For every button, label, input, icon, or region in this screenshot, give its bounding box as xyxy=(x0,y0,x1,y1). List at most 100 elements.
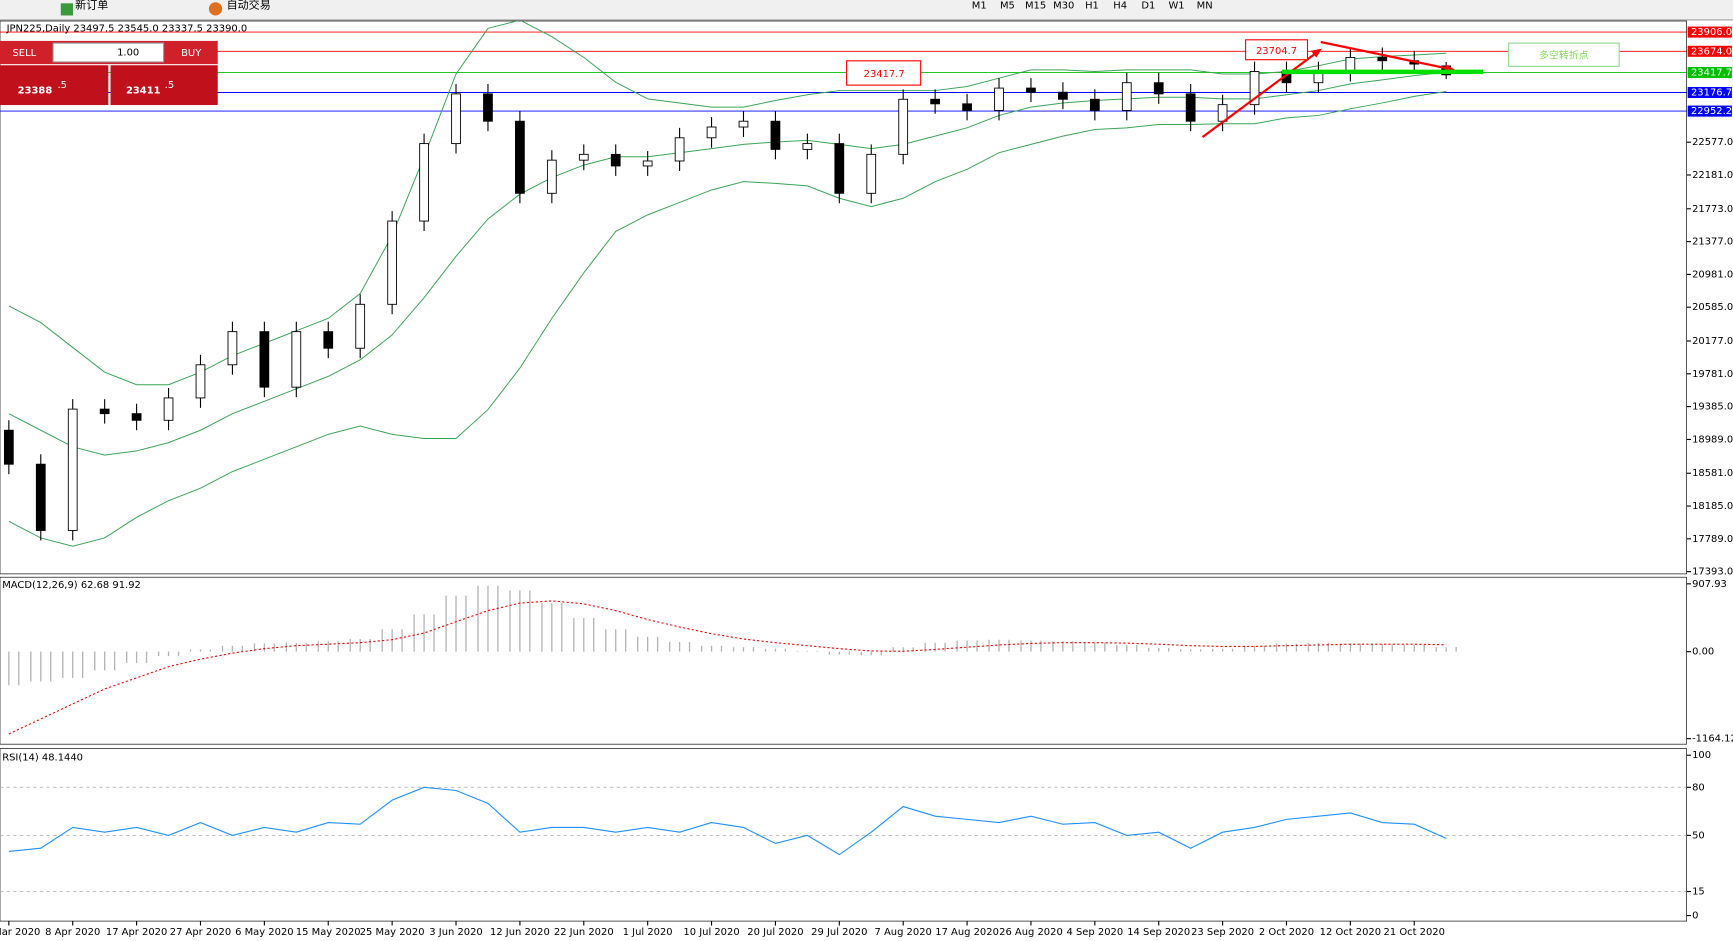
candle-body xyxy=(1058,91,1068,100)
timeframe-button[interactable]: M30 xyxy=(1053,1,1074,12)
price-level-tag xyxy=(1687,105,1732,117)
candle-body xyxy=(930,98,940,105)
y-tick-label: 20981.0 xyxy=(1692,269,1733,280)
candle-body xyxy=(770,120,781,150)
y-tick-label: 0.00 xyxy=(1692,647,1714,658)
rsi-panel xyxy=(0,748,1687,922)
new-order-button[interactable]: 新订单 xyxy=(75,0,108,12)
bid-price[interactable]: 23388 xyxy=(18,86,53,97)
arrow-head xyxy=(1310,48,1322,58)
price-level-label: 23176.7 xyxy=(1691,87,1732,98)
chart-title: JPN225,Daily 23497.5 23545.0 23337.5 233… xyxy=(6,24,248,35)
timeframe-button[interactable]: MN xyxy=(1197,1,1213,12)
candle-body xyxy=(1153,82,1164,95)
rsi-title: RSI(14) 48.1440 xyxy=(2,752,83,763)
candle-body xyxy=(35,463,46,531)
candle-body xyxy=(1345,56,1356,72)
candle-body xyxy=(67,408,78,531)
timeframe-button[interactable]: H4 xyxy=(1113,1,1127,12)
price-level-label: 22952.2 xyxy=(1691,106,1732,117)
y-tick-label: 0 xyxy=(1692,911,1698,922)
price-level-tag xyxy=(1687,67,1732,79)
candle-body xyxy=(578,153,589,161)
price-level-tag xyxy=(1687,45,1732,57)
sell-button[interactable]: SELL xyxy=(12,48,36,59)
new-order-icon[interactable] xyxy=(60,3,73,16)
x-tick-label: 30 Mar 2020 xyxy=(0,927,40,938)
candle-body xyxy=(802,143,813,150)
candle-body xyxy=(1121,82,1132,111)
annotation-box xyxy=(1508,42,1620,67)
ask-price[interactable]: 23411 xyxy=(126,86,161,97)
candle-body xyxy=(131,413,142,421)
ask-fraction[interactable]: .5 xyxy=(165,80,174,91)
price-level-label: 23674.0 xyxy=(1691,46,1732,57)
x-tick-label: 26 Aug 2020 xyxy=(999,927,1063,938)
y-tick-label: 50 xyxy=(1692,830,1705,841)
x-tick-label: 15 May 2020 xyxy=(296,927,361,938)
candle-body xyxy=(355,303,366,349)
x-tick-label: 17 Apr 2020 xyxy=(106,927,167,938)
macd-title: MACD(12,26,9) 62.68 91.92 xyxy=(2,580,141,591)
candle-body xyxy=(227,331,238,366)
y-tick-label: 18185.0 xyxy=(1692,501,1733,512)
x-tick-label: 6 May 2020 xyxy=(235,927,293,938)
price-level-label: 23906.0 xyxy=(1691,27,1732,38)
sell-price-button[interactable] xyxy=(0,65,109,106)
annotation-box xyxy=(1245,39,1309,61)
candle-body xyxy=(163,397,174,421)
candle-body xyxy=(994,87,1004,111)
candle-body xyxy=(323,331,334,349)
lot-input[interactable] xyxy=(52,42,165,63)
candle-body xyxy=(610,153,621,167)
trend-arrow-down xyxy=(1320,40,1449,70)
y-tick-label: 19781.0 xyxy=(1692,369,1733,380)
trend-arrow-up xyxy=(1201,51,1319,139)
y-tick-label: 80 xyxy=(1692,782,1705,793)
macd-signal xyxy=(8,600,1447,735)
x-tick-label: 14 Sep 2020 xyxy=(1127,927,1190,938)
x-tick-label: 23 Sep 2020 xyxy=(1191,927,1254,938)
candle-body xyxy=(515,120,525,194)
toolbar xyxy=(0,0,1733,20)
y-tick-label: -1164.12 xyxy=(1692,734,1733,745)
y-tick-label: 100 xyxy=(1692,750,1711,761)
timeframe-button[interactable]: D1 xyxy=(1141,1,1155,12)
bid-fraction[interactable]: .5 xyxy=(57,80,66,91)
rsi-plot xyxy=(0,786,1687,892)
x-tick-label: 3 Jun 2020 xyxy=(429,927,482,938)
candle-body xyxy=(451,93,461,145)
buy-button[interactable]: BUY xyxy=(181,48,202,59)
candle-body xyxy=(1249,71,1260,106)
lot-value[interactable]: 1.00 xyxy=(117,48,139,59)
timeframe-button[interactable]: M15 xyxy=(1025,1,1046,12)
x-tick-label: 22 Jun 2020 xyxy=(554,927,614,938)
macd-plot xyxy=(8,585,1457,735)
y-tick-label: 18989.0 xyxy=(1692,434,1733,445)
y-tick-label: 907.93 xyxy=(1692,579,1727,590)
bollinger-band xyxy=(8,90,1447,547)
price-panel xyxy=(0,20,1687,575)
candle-body xyxy=(3,429,14,465)
y-tick-label: 21377.0 xyxy=(1692,237,1733,248)
x-tick-label: 7 Aug 2020 xyxy=(875,927,932,938)
candle-body xyxy=(706,126,717,139)
rsi-line xyxy=(8,786,1447,856)
auto-trading-button[interactable]: 自动交易 xyxy=(227,0,271,12)
buy-price-button[interactable] xyxy=(110,65,218,106)
timeframe-button[interactable]: M5 xyxy=(1000,1,1015,12)
y-tick-label: 15 xyxy=(1692,887,1705,898)
y-tick-label: 20177.0 xyxy=(1692,336,1733,347)
x-tick-label: 25 May 2020 xyxy=(360,927,425,938)
timeframe-button[interactable]: H1 xyxy=(1085,1,1099,12)
candle-body xyxy=(1026,87,1036,93)
candle-body xyxy=(99,408,110,415)
x-tick-label: 29 Jul 2020 xyxy=(811,927,867,938)
auto-trading-icon[interactable] xyxy=(208,2,223,16)
timeframe-button[interactable]: W1 xyxy=(1168,1,1184,12)
annotation-box xyxy=(846,60,922,86)
bollinger-band xyxy=(8,21,1447,386)
candle-body xyxy=(642,160,653,167)
timeframe-button[interactable]: M1 xyxy=(972,1,987,12)
